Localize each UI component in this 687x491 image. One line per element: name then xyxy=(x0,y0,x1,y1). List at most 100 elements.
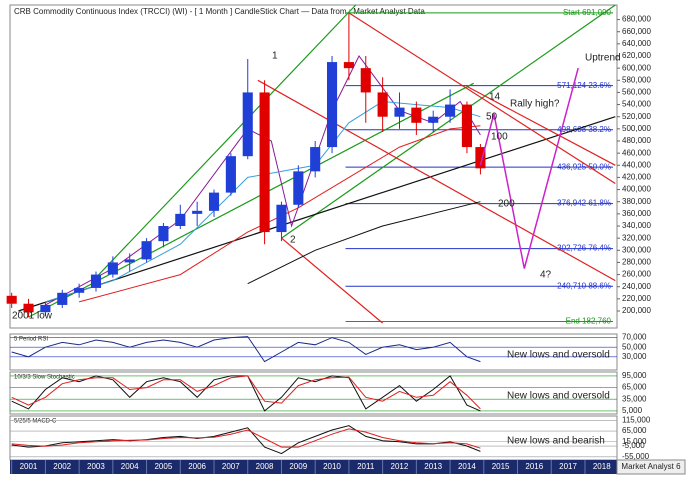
y-tick-label: 115,000 xyxy=(622,415,651,424)
trendline xyxy=(18,116,616,312)
x-tick-label: 2003 xyxy=(87,462,105,471)
y-tick-label: 70,000 xyxy=(622,333,647,342)
annotation: 1 xyxy=(272,51,278,62)
trendline xyxy=(95,4,357,279)
fib-label: 376,942 61.8% xyxy=(557,199,611,208)
y-tick-label: 480,000 xyxy=(622,136,651,145)
trendline xyxy=(281,237,383,324)
x-tick-label: 2014 xyxy=(458,462,476,471)
moving-average xyxy=(78,125,481,303)
candle-body xyxy=(107,262,118,275)
y-tick-label: 620,000 xyxy=(622,51,651,60)
candle-body xyxy=(158,226,169,242)
candle-body xyxy=(124,259,135,263)
candle-body xyxy=(259,92,270,233)
indicator-line xyxy=(11,336,481,363)
candle-body xyxy=(360,68,371,93)
panel-title: 5/25/5 MACD-C xyxy=(14,419,57,425)
y-tick-label: 340,000 xyxy=(622,221,651,230)
ma-label: 14 xyxy=(489,92,501,103)
y-tick-label: 640,000 xyxy=(622,39,651,48)
y-tick-label: 440,000 xyxy=(622,160,651,169)
indicator-line xyxy=(11,425,481,455)
x-tick-label: 2010 xyxy=(323,462,341,471)
candle-body xyxy=(57,292,68,305)
candle-body xyxy=(475,147,486,169)
trendline xyxy=(257,79,616,282)
candle-body xyxy=(23,303,34,313)
y-tick-label: -55,000 xyxy=(622,452,650,461)
trendline xyxy=(348,12,616,185)
candle-body xyxy=(6,295,17,304)
main-panel xyxy=(9,4,618,329)
y-tick-label: 5,000 xyxy=(622,406,643,415)
x-tick-label: 2015 xyxy=(492,462,510,471)
candle-body xyxy=(377,92,388,117)
candle-body xyxy=(326,62,338,148)
panel-annotation: New lows and bearish xyxy=(507,436,605,447)
candle-body xyxy=(394,107,405,117)
x-tick-label: 2008 xyxy=(256,462,274,471)
y-tick-label: 260,000 xyxy=(622,270,651,279)
y-tick-label: 30,000 xyxy=(622,352,647,361)
candle-body xyxy=(310,147,321,172)
y-tick-label: 300,000 xyxy=(622,245,651,254)
candle-body xyxy=(175,213,186,226)
y-tick-label: 520,000 xyxy=(622,112,651,121)
indicator-line xyxy=(11,375,481,410)
y-tick-label: 95,000 xyxy=(622,371,647,380)
trendline xyxy=(466,85,616,166)
y-tick-label: 400,000 xyxy=(622,185,651,194)
x-tick-label: 2017 xyxy=(559,462,577,471)
chart-title: CRB Commodity Continuous Index (TRCCI) (… xyxy=(14,7,425,16)
y-tick-label: -5,000 xyxy=(622,441,645,450)
ma-label: 100 xyxy=(491,132,508,143)
y-tick-label: 280,000 xyxy=(622,258,651,267)
y-tick-label: 15,000 xyxy=(622,437,647,446)
candle-body xyxy=(90,274,102,288)
candle-body xyxy=(242,92,253,157)
annotation: Uptrend xyxy=(585,53,621,64)
projection xyxy=(479,67,579,269)
y-tick-label: 560,000 xyxy=(622,88,651,97)
y-tick-label: 50,000 xyxy=(622,342,647,351)
candle-body xyxy=(411,107,422,123)
panel-title: 5 Period RSI xyxy=(14,337,48,343)
annotation: 2001 low xyxy=(12,311,53,322)
y-tick-label: 500,000 xyxy=(622,124,651,133)
footer: Market Analyst 6 xyxy=(621,462,681,471)
y-tick-label: 420,000 xyxy=(622,173,651,182)
candle-body xyxy=(276,204,287,233)
y-tick-label: 680,000 xyxy=(622,15,651,24)
x-tick-label: 2001 xyxy=(20,462,38,471)
fib-label: 240,710 88.6% xyxy=(557,281,611,290)
y-tick-label: 220,000 xyxy=(622,294,651,303)
x-tick-label: 2006 xyxy=(188,462,206,471)
y-tick-label: 35,000 xyxy=(622,394,647,403)
candle-body xyxy=(461,104,472,148)
x-tick-label: 2016 xyxy=(525,462,543,471)
candle-body xyxy=(40,304,51,313)
fib-label: 498,608 38.2% xyxy=(557,125,611,134)
ma-label: 200 xyxy=(498,199,515,210)
fib-label: 436,925 50.0% xyxy=(557,162,611,171)
x-tick-label: 2018 xyxy=(593,462,611,471)
y-tick-label: 65,000 xyxy=(622,383,647,392)
candle-body xyxy=(293,171,304,205)
candle-body xyxy=(208,192,220,211)
y-tick-label: 540,000 xyxy=(622,100,651,109)
x-tick-label: 2002 xyxy=(53,462,71,471)
y-tick-label: 320,000 xyxy=(622,233,651,242)
x-tick-label: 2011 xyxy=(357,462,375,471)
x-tick-label: 2007 xyxy=(222,462,240,471)
x-tick-label: 2012 xyxy=(391,462,409,471)
rsi-panel xyxy=(9,333,618,371)
indicator-line xyxy=(11,428,481,449)
footer-box xyxy=(616,459,686,475)
y-tick-label: 460,000 xyxy=(622,148,651,157)
trendline xyxy=(281,4,616,239)
candle-body xyxy=(74,287,85,293)
